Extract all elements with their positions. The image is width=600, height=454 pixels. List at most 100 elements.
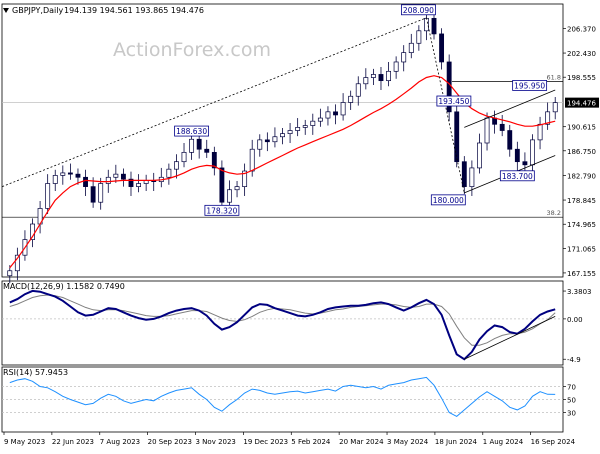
price-tick-label: 174.965	[567, 221, 596, 229]
chart-header: GBPJPY,Daily 194.139 194.561 193.865 194…	[3, 6, 204, 15]
price-tick-label: 178.845	[567, 197, 596, 205]
annotation-label-188.630: 188.630	[176, 127, 207, 136]
macd-label: MACD(12,26,9) 1.1582 0.7490	[3, 282, 125, 291]
symbol-label: GBPJPY,Daily	[12, 6, 63, 15]
candle-body	[52, 175, 58, 184]
candle-body	[469, 167, 475, 187]
candle-body	[401, 52, 407, 63]
candle-body	[378, 74, 384, 82]
price-tick-label: 190.615	[567, 124, 596, 132]
annotation-box-195.950	[512, 80, 548, 91]
watermark: ActionForex.com	[113, 39, 271, 61]
candle-body	[514, 148, 520, 163]
candle-body	[499, 123, 505, 131]
date-tick-label: 5 Feb 2024	[291, 438, 331, 446]
annotation-box-193.450	[436, 95, 472, 107]
candle-body	[552, 102, 558, 113]
candle-body	[340, 102, 346, 116]
annotation-label-193.450: 193.450	[438, 97, 469, 106]
date-tick-label: 3 Nov 2023	[196, 438, 236, 446]
macd-tick-label: -4.9	[567, 356, 581, 364]
price-tick-label: 206.370	[567, 25, 596, 33]
candle-body	[14, 254, 20, 272]
panel-frame-1	[1, 280, 564, 366]
candle-body	[98, 183, 104, 203]
candle-body	[7, 270, 13, 277]
candle-body	[272, 136, 278, 143]
candle-body	[280, 133, 285, 138]
candle-body	[348, 95, 354, 103]
candle-body	[60, 172, 66, 176]
price-tick-label: 171.065	[567, 246, 596, 254]
date-tick-label: 20 Mar 2024	[339, 438, 384, 446]
candle-body	[431, 17, 437, 35]
price-tick-label: 186.750	[567, 148, 596, 156]
candle-body	[219, 167, 225, 203]
channel-upper-trendline	[464, 89, 556, 128]
candle-body	[227, 189, 232, 203]
candle-body	[211, 151, 217, 169]
candle-body	[423, 17, 429, 32]
rsi-tick-label: 70	[567, 384, 576, 392]
annotation-label-183.700: 183.700	[502, 172, 533, 181]
date-tick-label: 3 May 2024	[387, 438, 429, 446]
candle-body	[333, 111, 338, 116]
candle-body	[75, 173, 81, 178]
candle-body	[325, 111, 331, 119]
annotation-box-178.320	[204, 204, 240, 216]
date-tick-label: 7 Aug 2023	[100, 438, 140, 446]
macd-tick-label: 0.00	[567, 316, 583, 324]
candle-body	[530, 139, 535, 166]
candle-body	[264, 139, 270, 143]
candle-body	[83, 176, 88, 187]
candle-body	[355, 83, 361, 97]
candle-body	[30, 223, 35, 240]
candle-body	[189, 138, 195, 153]
candle-body	[370, 74, 376, 78]
annotation-box-208.090	[401, 4, 436, 16]
date-tick-label: 18 Jun 2024	[435, 438, 478, 446]
macd-trendline	[464, 316, 556, 360]
candle-body	[477, 142, 482, 169]
candle-body	[204, 148, 210, 153]
date-tick-label: 20 Sep 2023	[148, 438, 192, 446]
candle-body	[181, 151, 187, 163]
candle-body	[310, 120, 316, 126]
candle-body	[416, 30, 422, 44]
date-axis: 9 May 2023 22 Jun 2023 7 Aug 2023 20 Sep 20…	[3, 432, 576, 446]
macd-tick-label: 3.3803	[567, 288, 592, 296]
candle-body	[67, 172, 73, 175]
candle-body	[484, 117, 490, 144]
annotation-box-188.630	[174, 125, 209, 137]
fib-label-38.2: 38.2	[547, 209, 561, 217]
candle-body	[363, 77, 369, 85]
price-tick-label: 198.555	[567, 74, 596, 82]
candle-body	[136, 183, 142, 187]
current-price-value: 194.476	[567, 100, 596, 108]
date-tick-label: 1 Aug 2024	[483, 438, 524, 446]
candle-body	[393, 61, 399, 72]
header-triangle-icon	[3, 8, 9, 13]
current-price-tag	[565, 97, 599, 108]
candle-body	[507, 130, 513, 150]
candle-body	[295, 127, 301, 131]
candle-body	[242, 170, 248, 187]
date-tick-label: 22 Jun 2023	[52, 438, 94, 446]
candle-body	[174, 161, 179, 170]
macd-panel: 3.3803 0.00 -4.9	[2, 288, 592, 364]
rsi-label: RSI(14) 57.9453	[3, 368, 68, 377]
date-tick-label: 19 Dec 2023	[243, 438, 288, 446]
price-tick-label: 202.430	[567, 50, 596, 58]
fib-label-61.8: 61.8	[547, 74, 561, 82]
candle-body	[461, 161, 467, 187]
candle-body	[249, 148, 255, 172]
annotation-label-178.320: 178.320	[206, 206, 237, 215]
candle-body	[537, 123, 543, 141]
candle-body	[439, 33, 445, 63]
date-tick-label: 16 Sep 2024	[531, 438, 576, 446]
candle-body	[234, 186, 240, 191]
date-tick-label: 9 May 2023	[4, 438, 45, 446]
